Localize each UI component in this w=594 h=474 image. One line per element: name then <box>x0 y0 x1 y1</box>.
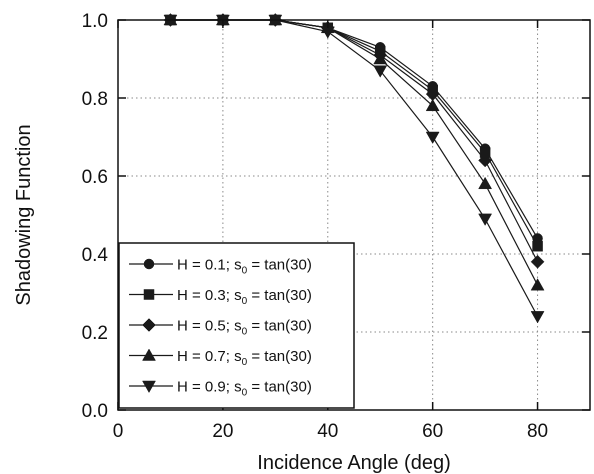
x-tick-label: 20 <box>212 421 233 442</box>
series-line-2 <box>170 19 539 247</box>
legend-label: H = 0.3; s0 = tan(30) <box>177 287 312 307</box>
legend-marker-diamond <box>142 318 156 332</box>
data-point-triangle-down <box>478 213 493 226</box>
legend-label-subscript: 0 <box>242 296 248 307</box>
series-line-1 <box>170 19 539 239</box>
plot-frame <box>117 19 591 411</box>
data-point-triangle-down <box>373 65 388 78</box>
data-point-triangle-up <box>425 98 440 112</box>
x-tick-label: 0 <box>113 421 124 442</box>
data-point-diamond <box>530 254 545 269</box>
legend-marker-triangle-up <box>142 348 156 361</box>
legend-label-main: H = 0.1; s <box>177 257 242 274</box>
legend-label: H = 0.5; s0 = tan(30) <box>177 318 312 338</box>
legend-marker-square <box>143 289 155 300</box>
data-point-triangle-down <box>530 311 545 324</box>
y-axis-title: Shadowing Function <box>13 124 35 305</box>
legend-entry: H = 0.3; s0 = tan(30) <box>129 287 312 307</box>
legend-label: H = 0.7; s0 = tan(30) <box>177 348 312 368</box>
legend-label-subscript: 0 <box>242 327 248 338</box>
y-tick-label: 1.0 <box>82 11 108 32</box>
data-point-triangle-up <box>373 51 388 65</box>
y-tick-label: 0.6 <box>82 167 108 188</box>
data-point-triangle-up <box>530 278 545 291</box>
legend-label-tail: = tan(30) <box>247 318 312 335</box>
legend-label-main: H = 0.9; s <box>177 379 242 396</box>
x-tick-label: 40 <box>317 421 338 442</box>
data-point-diamond <box>478 153 492 168</box>
legend-label: H = 0.9; s0 = tan(30) <box>177 379 312 399</box>
legend-entry: H = 0.5; s0 = tan(30) <box>129 318 312 338</box>
legend-entry: H = 0.9; s0 = tan(30) <box>129 379 312 399</box>
legend-label-tail: = tan(30) <box>247 379 312 396</box>
y-tick-label: 0.2 <box>82 323 108 344</box>
legend-label-main: H = 0.7; s <box>177 348 242 365</box>
legend-entry: H = 0.1; s0 = tan(30) <box>129 257 312 277</box>
tick-labels: 0 20 40 60 80 0.0 0.2 0.4 0.6 0.8 1.0 <box>82 11 549 442</box>
legend-label-subscript: 0 <box>242 388 248 399</box>
data-point-square <box>532 240 543 252</box>
legend-label-tail: = tan(30) <box>247 287 312 304</box>
x-tick-label: 60 <box>422 421 443 442</box>
legend-marker-circle <box>143 258 155 270</box>
y-tick-label: 0.4 <box>82 245 109 266</box>
legend-label-main: H = 0.5; s <box>177 318 242 335</box>
data-point-triangle-up <box>478 176 493 190</box>
legend-entry: H = 0.7; s0 = tan(30) <box>129 348 312 368</box>
legend-label-subscript: 0 <box>242 357 248 368</box>
legend-label-subscript: 0 <box>242 266 248 277</box>
x-axis-title: Incidence Angle (deg) <box>257 452 450 474</box>
legend-label-tail: = tan(30) <box>247 257 312 274</box>
legend: H = 0.1; s0 = tan(30)H = 0.3; s0 = tan(3… <box>118 242 355 409</box>
y-tick-label: 0.0 <box>82 401 108 422</box>
legend-label-tail: = tan(30) <box>247 348 312 365</box>
series-line-3 <box>170 19 539 263</box>
y-tick-label: 0.8 <box>82 89 108 110</box>
legend-label-main: H = 0.3; s <box>177 287 242 304</box>
data-point-triangle-down <box>425 131 440 145</box>
legend-label: H = 0.1; s0 = tan(30) <box>177 257 312 277</box>
legend-marker-triangle-down <box>142 380 156 394</box>
x-tick-label: 80 <box>527 421 548 442</box>
